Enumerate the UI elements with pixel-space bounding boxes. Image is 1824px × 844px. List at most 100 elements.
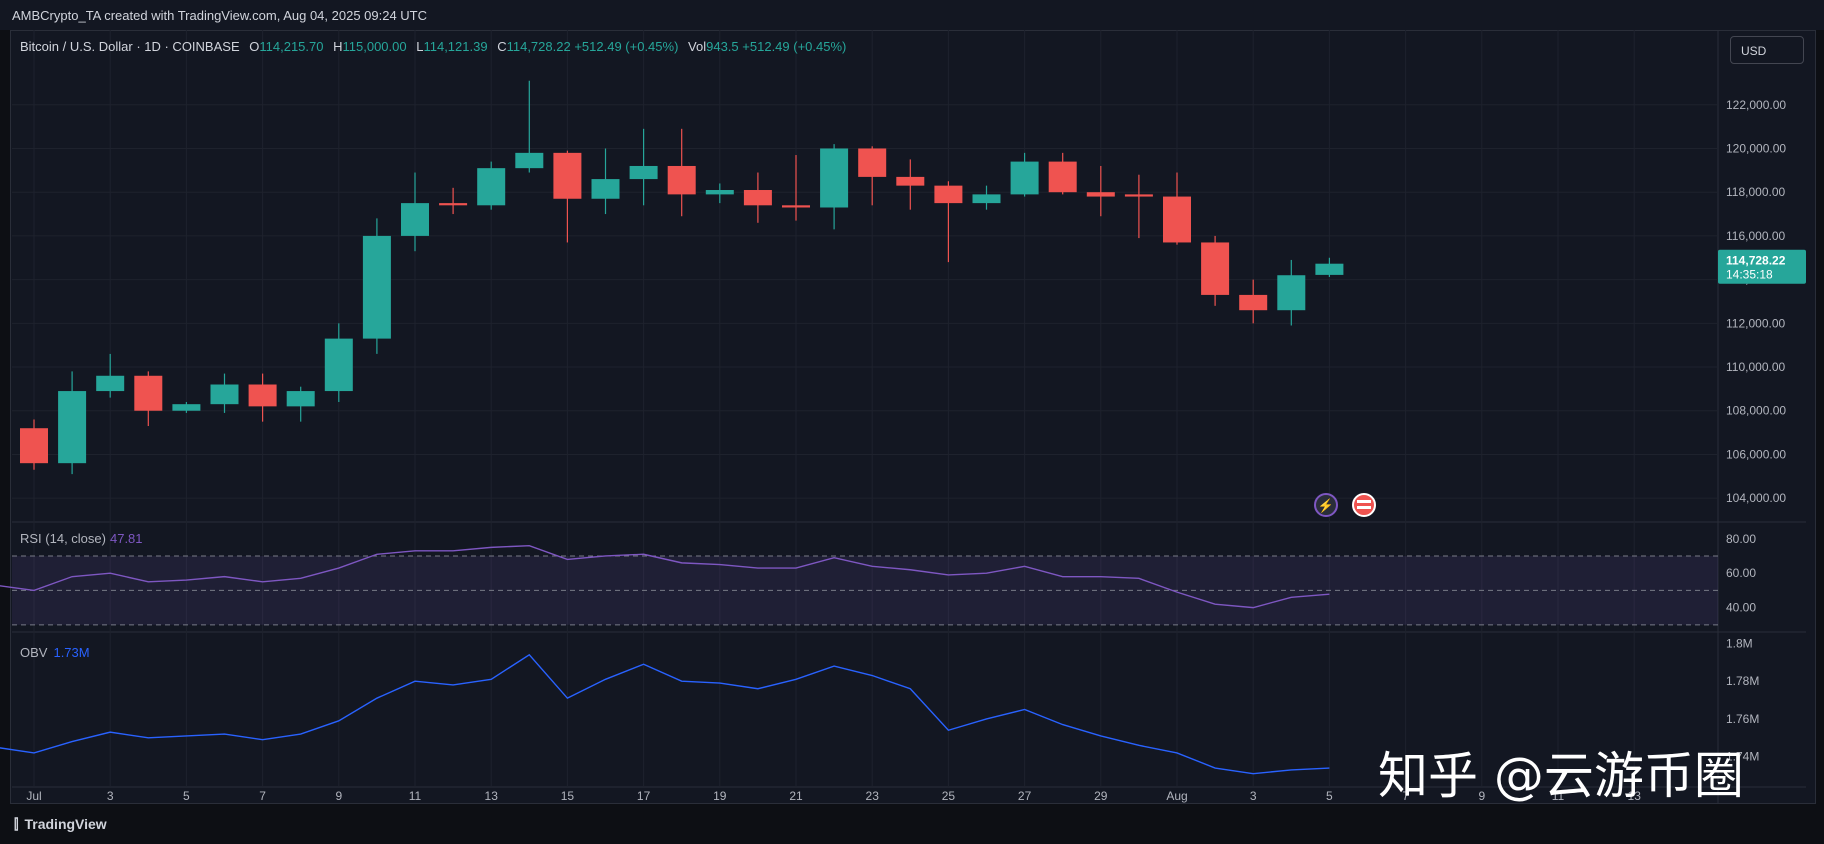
candle-body[interactable] [1125,194,1153,196]
volume-change: +512.49 (+0.45%) [742,39,846,54]
candle-body[interactable] [1201,242,1229,294]
candle-body[interactable] [20,428,48,463]
obv-pane [0,655,1329,774]
candle-body[interactable] [1087,192,1115,196]
time-tick-label: 17 [637,789,651,803]
time-tick-label: 23 [866,789,880,803]
time-tick-label: 29 [1094,789,1108,803]
candle-body[interactable] [211,385,239,405]
obv-tick-label: 1.78M [1726,674,1759,688]
candle-body[interactable] [58,391,86,463]
time-tick-label: 5 [1326,789,1333,803]
candle-body[interactable] [401,203,429,236]
time-tick-label: Aug [1166,789,1187,803]
candle-body[interactable] [744,190,772,205]
price-tick-label: 112,000.00 [1726,316,1785,330]
time-tick-label: 9 [335,789,342,803]
open-value: 114,215.70 [259,39,323,54]
price-tick-label: 108,000.00 [1726,404,1786,418]
candle-body[interactable] [477,168,505,205]
price-tick-label: 110,000.00 [1726,360,1785,374]
us-flag-stripe [1357,506,1371,509]
footer-bar [0,812,1824,844]
candle-body[interactable] [96,376,124,391]
symbol-legend[interactable]: Bitcoin / U.S. Dollar · 1D · COINBASE O1… [20,39,846,54]
countdown-label: 14:35:18 [1726,268,1773,282]
candle-body[interactable] [1011,162,1039,195]
us-flag-icon[interactable] [1353,494,1375,516]
rsi-label: RSI (14, close) [20,531,106,546]
candle-body[interactable] [820,148,848,207]
axes-layer: 104,000.00 106,000.00 108,000.00 110,000.00… [26,98,1806,803]
last-price-label: 114,728.22 [1726,254,1786,268]
close-label: C [497,39,506,54]
watermark: 知乎 @云游币圈 [1378,736,1744,808]
currency-button[interactable]: USD [1730,36,1804,64]
price-tick-label: 120,000.00 [1726,141,1786,155]
candle-body[interactable] [1315,264,1343,275]
obv-tick-label: 1.8M [1726,636,1753,650]
time-tick-label: 3 [1250,789,1257,803]
rsi-value: 47.81 [110,531,143,546]
rsi-tick-label: 40.00 [1726,601,1756,615]
candle-body[interactable] [134,376,162,411]
rsi-legend[interactable]: RSI (14, close) 47.81 [20,531,143,546]
candle-body[interactable] [973,194,1001,203]
volume-label: Vol [688,39,706,54]
rsi-pane [0,546,1718,625]
candle-body[interactable] [363,236,391,339]
candle-body[interactable] [249,385,277,407]
tradingview-logo[interactable]: ⫿ TradingView [14,816,107,833]
open-label: O [249,39,259,54]
candle-body[interactable] [1239,295,1267,310]
rsi-tick-label: 60.00 [1726,566,1756,580]
candle-body[interactable] [515,153,543,168]
candle-body[interactable] [1163,197,1191,243]
candle-body[interactable] [706,190,734,194]
candle-body[interactable] [1049,162,1077,193]
candle-body[interactable] [592,179,620,199]
time-tick-label: 19 [713,789,727,803]
obv-label: OBV [20,645,47,660]
candle-body[interactable] [325,339,353,391]
candle-body[interactable] [287,391,315,406]
time-tick-label: 11 [409,789,422,803]
time-tick-label: 13 [485,789,499,803]
chart-canvas[interactable]: 104,000.00 106,000.00 108,000.00 110,000.00… [0,0,1824,844]
tradingview-brand: TradingView [24,816,106,832]
price-tick-label: 116,000.00 [1726,229,1785,243]
high-label: H [333,39,342,54]
candle-body[interactable] [1277,275,1305,310]
low-value: 114,121.39 [423,39,487,54]
tradingview-icon: ⫿ [14,816,18,833]
obv-legend[interactable]: OBV 1.73M [20,645,90,660]
candle-body[interactable] [896,177,924,186]
candle-body[interactable] [858,148,886,176]
time-tick-label: 7 [259,789,266,803]
time-tick-label: 5 [183,789,190,803]
rsi-tick-label: 80.00 [1726,532,1756,546]
time-tick-label: Jul [26,789,41,803]
close-value: 114,728.22 [507,39,571,54]
candle-body[interactable] [782,205,810,207]
lightning-glyph: ⚡ [1318,498,1334,514]
candle-body[interactable] [172,404,200,411]
candle-body[interactable] [668,166,696,194]
obv-line[interactable] [0,655,1329,774]
candle-body[interactable] [934,186,962,203]
change-value: +512.49 (+0.45%) [574,39,678,54]
time-tick-label: 27 [1018,789,1032,803]
price-tick-label: 122,000.00 [1726,98,1786,112]
symbol-name: Bitcoin / U.S. Dollar · 1D · COINBASE [20,39,240,54]
obv-tick-label: 1.76M [1726,712,1759,726]
candle-body[interactable] [630,166,658,179]
candle-body[interactable] [439,203,467,205]
candle-body[interactable] [553,153,581,199]
price-tick-label: 104,000.00 [1726,491,1786,505]
candles-layer [20,81,1343,474]
price-tick-label: 106,000.00 [1726,447,1786,461]
us-flag-stripe [1357,500,1371,503]
time-tick-label: 25 [942,789,956,803]
time-tick-label: 21 [789,789,803,803]
volume-value: 943.5 [706,39,739,54]
